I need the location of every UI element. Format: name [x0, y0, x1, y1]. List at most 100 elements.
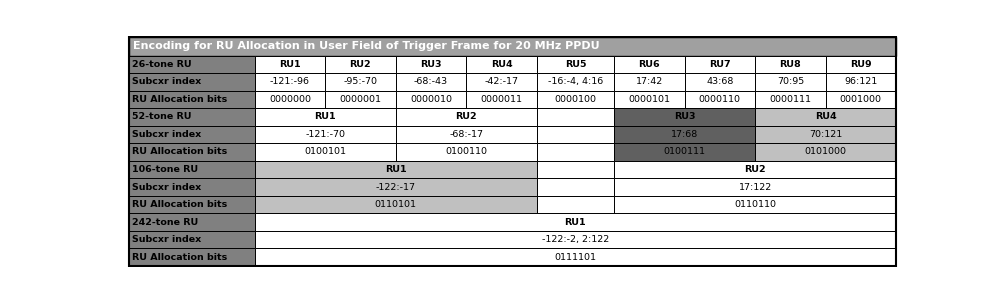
Bar	[614, 161, 896, 178]
Bar	[685, 91, 755, 108]
Bar	[325, 56, 396, 73]
Text: RU8: RU8	[779, 60, 801, 69]
Bar	[466, 56, 537, 73]
Text: 43:68: 43:68	[706, 77, 734, 86]
Bar	[614, 143, 755, 161]
Text: 0000011: 0000011	[480, 95, 522, 104]
Text: 70:95: 70:95	[777, 77, 804, 86]
Bar	[255, 231, 896, 248]
Text: 106-tone RU: 106-tone RU	[132, 165, 198, 174]
Text: 0111101: 0111101	[554, 253, 596, 262]
Bar	[685, 73, 755, 91]
Bar	[129, 196, 255, 213]
Text: 0000111: 0000111	[769, 95, 811, 104]
Text: 17:42: 17:42	[636, 77, 663, 86]
Bar	[255, 56, 325, 73]
Bar	[396, 126, 537, 143]
Text: RU5: RU5	[565, 60, 586, 69]
Text: 52-tone RU: 52-tone RU	[132, 112, 191, 122]
Text: Subcxr index: Subcxr index	[132, 130, 201, 139]
Bar	[129, 37, 896, 56]
Text: RU2: RU2	[744, 165, 766, 174]
Bar	[129, 231, 255, 248]
Bar	[537, 91, 614, 108]
Text: RU9: RU9	[850, 60, 872, 69]
Bar	[396, 56, 466, 73]
Bar	[466, 91, 537, 108]
Bar	[396, 73, 466, 91]
Bar	[537, 178, 614, 196]
Bar	[614, 73, 685, 91]
Bar	[129, 91, 255, 108]
Bar	[129, 73, 255, 91]
Bar	[826, 56, 896, 73]
Bar	[826, 73, 896, 91]
Text: RU3: RU3	[674, 112, 695, 122]
Text: RU Allocation bits: RU Allocation bits	[132, 200, 227, 209]
Bar	[614, 91, 685, 108]
Bar	[537, 108, 614, 126]
Bar	[255, 91, 325, 108]
Text: 0000010: 0000010	[410, 95, 452, 104]
Text: Subcxr index: Subcxr index	[132, 77, 201, 86]
Bar	[614, 108, 755, 126]
Text: RU1: RU1	[385, 165, 406, 174]
Text: -122:-2, 2:122: -122:-2, 2:122	[542, 235, 609, 244]
Text: -122:-17: -122:-17	[376, 182, 416, 191]
Bar	[255, 143, 396, 161]
Bar	[466, 73, 537, 91]
Text: RU1: RU1	[314, 112, 336, 122]
Text: Encoding for RU Allocation in User Field of Trigger Frame for 20 MHz PPDU: Encoding for RU Allocation in User Field…	[133, 41, 599, 51]
Text: RU4: RU4	[815, 112, 836, 122]
Bar	[129, 126, 255, 143]
Bar	[255, 178, 537, 196]
Text: 0100111: 0100111	[664, 148, 706, 157]
Bar	[614, 56, 685, 73]
Bar	[255, 161, 537, 178]
Bar	[826, 91, 896, 108]
Bar	[255, 108, 396, 126]
Bar	[255, 213, 896, 231]
Text: Subcxr index: Subcxr index	[132, 235, 201, 244]
Bar	[129, 161, 255, 178]
Text: 0101000: 0101000	[805, 148, 847, 157]
Text: RU7: RU7	[709, 60, 731, 69]
Text: 242-tone RU: 242-tone RU	[132, 218, 198, 226]
Bar	[325, 91, 396, 108]
Text: 0000100: 0000100	[554, 95, 596, 104]
Bar	[537, 143, 614, 161]
Bar	[685, 56, 755, 73]
Text: 0000000: 0000000	[269, 95, 311, 104]
Text: RU2: RU2	[350, 60, 371, 69]
Text: 0110110: 0110110	[734, 200, 776, 209]
Text: Subcxr index: Subcxr index	[132, 182, 201, 191]
Text: 96:121: 96:121	[844, 77, 877, 86]
Bar	[129, 178, 255, 196]
Bar	[396, 91, 466, 108]
Text: 0000001: 0000001	[339, 95, 381, 104]
Bar	[755, 91, 826, 108]
Bar	[614, 196, 896, 213]
Bar	[755, 108, 896, 126]
Text: 0100101: 0100101	[304, 148, 346, 157]
Text: 0000110: 0000110	[699, 95, 741, 104]
Text: 0001000: 0001000	[840, 95, 882, 104]
Text: 0110101: 0110101	[375, 200, 417, 209]
Text: RU2: RU2	[455, 112, 477, 122]
Text: RU1: RU1	[279, 60, 301, 69]
Text: -121:-70: -121:-70	[305, 130, 345, 139]
Bar	[255, 248, 896, 266]
Bar	[129, 56, 255, 73]
Bar	[614, 178, 896, 196]
Bar	[255, 126, 396, 143]
Text: -68:-17: -68:-17	[449, 130, 483, 139]
Text: 26-tone RU: 26-tone RU	[132, 60, 192, 69]
Text: RU3: RU3	[420, 60, 442, 69]
Text: RU Allocation bits: RU Allocation bits	[132, 95, 227, 104]
Bar	[755, 73, 826, 91]
Text: RU1: RU1	[565, 218, 586, 226]
Bar	[537, 73, 614, 91]
Text: -121:-96: -121:-96	[270, 77, 310, 86]
Text: -68:-43: -68:-43	[414, 77, 448, 86]
Bar	[129, 213, 255, 231]
